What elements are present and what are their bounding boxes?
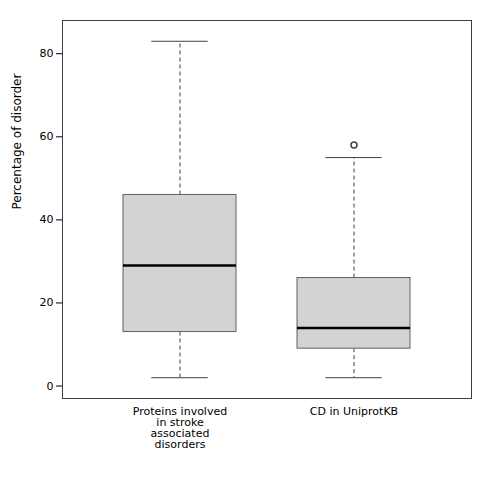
svg-text:60: 60 — [40, 130, 54, 143]
svg-text:40: 40 — [40, 213, 54, 226]
svg-text:0: 0 — [47, 380, 54, 393]
svg-text:20: 20 — [40, 296, 54, 309]
svg-text:80: 80 — [40, 47, 54, 60]
svg-text:Proteins involvedin strokeasso: Proteins involvedin strokeassociateddiso… — [133, 405, 227, 451]
svg-text:Percentage of disorder: Percentage of disorder — [10, 74, 24, 210]
svg-text:CD in UniprotKB: CD in UniprotKB — [310, 405, 398, 418]
